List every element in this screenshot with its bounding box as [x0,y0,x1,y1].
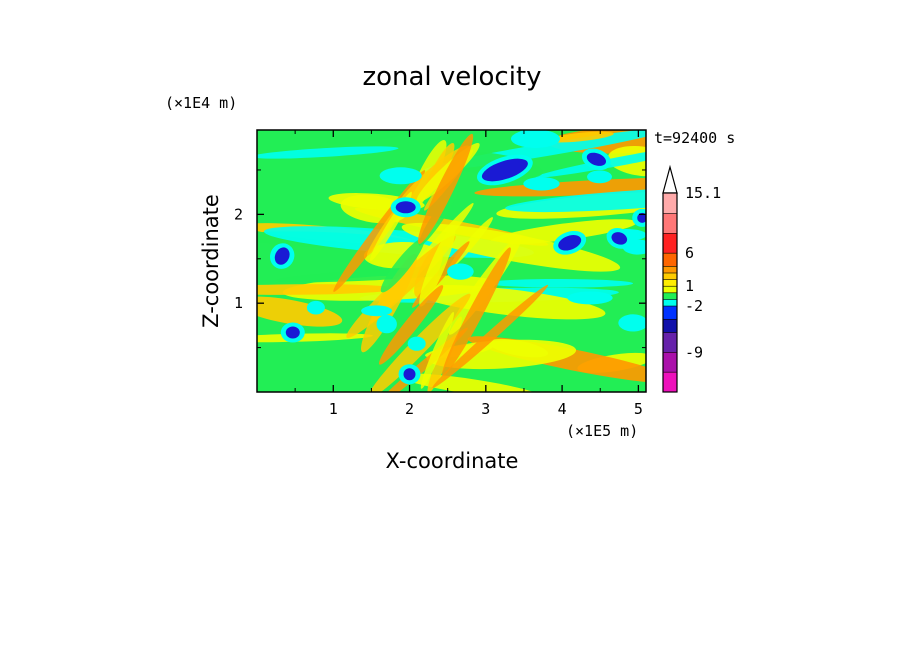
field-streak [427,316,462,392]
contour-field [257,130,646,392]
plot-frame [256,129,647,393]
colorbar-segment [663,306,677,320]
field-core [637,212,646,223]
x-tick-label: 5 [634,400,643,418]
colorbar-tick-label: 15.1 [685,184,721,202]
chart-title: zonal velocity [362,62,541,92]
colorbar-segment [663,352,677,373]
x-tick-label: 4 [558,400,567,418]
colorbar-tick-label: -2 [685,297,703,315]
field-band [535,142,646,178]
field-streak [442,247,511,376]
colorbar-segment [663,279,677,287]
field-streak [418,133,474,244]
field-pocket [567,291,613,305]
y-tick-label: 2 [234,205,243,223]
field-pocket [523,177,560,191]
field-pocket [587,170,612,184]
colorbar-segment [663,193,677,214]
colorbar-segment [663,273,677,280]
colorbar: 15.1 6 1 -2 -9 [662,164,721,393]
colorbar-segment [663,253,677,267]
field-band [474,177,646,197]
colorbar-tick-label: 1 [685,277,694,295]
field-core [403,368,416,381]
field-core [558,235,582,251]
field-band [257,284,397,295]
colorbar-tick-label: 6 [685,244,694,262]
field-streak [419,226,456,307]
field-band [257,296,343,327]
colorbar-segment [663,213,677,234]
colorbar-tick-label: -9 [685,343,703,361]
field-pocket [511,130,560,148]
y-tick-label: 1 [234,294,243,312]
field-core [274,247,290,265]
field-band [488,338,549,358]
field-streak [420,312,454,389]
x-axis-title: X-coordinate [386,449,519,473]
field-core [395,201,416,214]
x-tick-label: 3 [481,400,490,418]
field-streak [380,238,425,293]
field-streak [361,253,417,353]
y-unit-label: (×1E4 m) [165,94,237,112]
field-core [481,158,528,182]
time-label: t=92400 s [654,129,735,147]
field-pocket [447,263,474,280]
colorbar-segment [663,292,677,300]
field-core [611,232,628,245]
field-band [546,131,614,143]
colorbar-segment [663,319,677,333]
field-pocket [407,336,426,351]
field-pocket [618,314,646,332]
colorbar-segment [663,299,677,307]
field-streak [378,285,444,365]
field-pocket [306,300,325,315]
colorbar-segment [663,286,677,293]
colorbar-segment [663,372,677,392]
colorbar-extend-max [662,164,678,194]
field-pocket [379,167,422,185]
colorbar-segment [663,332,677,353]
colorbar-segment [663,233,677,254]
field-streak [432,284,549,389]
x-axis: 1 2 3 4 5 [294,130,643,418]
y-axis: 12 [234,169,646,349]
field-band [326,130,425,145]
field-pocket [376,314,397,334]
field-core [586,152,607,166]
x-unit-label: (×1E5 m) [566,422,638,440]
field-band [505,186,646,213]
field-band [257,146,399,159]
field-core [285,326,300,339]
field-band [487,278,634,288]
y-axis-title: Z-coordinate [199,194,223,328]
colorbar-segment [663,266,677,273]
field-pocket [361,305,393,317]
x-tick-label: 1 [329,400,338,418]
x-tick-label: 2 [405,400,414,418]
